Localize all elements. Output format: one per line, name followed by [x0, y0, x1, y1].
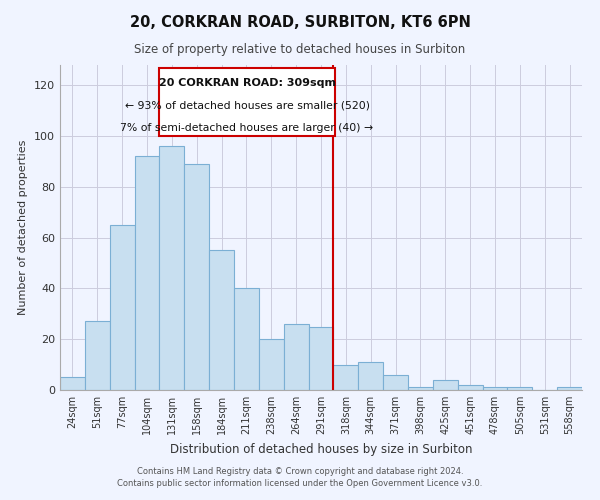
Bar: [184, 164, 209, 390]
Bar: [234, 288, 259, 390]
Bar: [383, 375, 408, 390]
Bar: [408, 388, 433, 390]
Text: Contains HM Land Registry data © Crown copyright and database right 2024.
Contai: Contains HM Land Registry data © Crown c…: [118, 466, 482, 487]
Bar: [358, 362, 383, 390]
Text: Size of property relative to detached houses in Surbiton: Size of property relative to detached ho…: [134, 42, 466, 56]
Bar: [557, 388, 582, 390]
Bar: [134, 156, 160, 390]
Y-axis label: Number of detached properties: Number of detached properties: [19, 140, 28, 315]
Bar: [508, 388, 532, 390]
Bar: [209, 250, 234, 390]
Bar: [85, 322, 110, 390]
Bar: [259, 339, 284, 390]
FancyBboxPatch shape: [160, 68, 335, 136]
Bar: [482, 388, 508, 390]
Text: 20, CORKRAN ROAD, SURBITON, KT6 6PN: 20, CORKRAN ROAD, SURBITON, KT6 6PN: [130, 15, 470, 30]
Bar: [433, 380, 458, 390]
Bar: [458, 385, 482, 390]
Bar: [60, 378, 85, 390]
Bar: [334, 364, 358, 390]
Bar: [308, 326, 334, 390]
Text: 20 CORKRAN ROAD: 309sqm: 20 CORKRAN ROAD: 309sqm: [158, 78, 335, 88]
Bar: [160, 146, 184, 390]
Bar: [284, 324, 308, 390]
X-axis label: Distribution of detached houses by size in Surbiton: Distribution of detached houses by size …: [170, 442, 472, 456]
Bar: [110, 225, 134, 390]
Text: ← 93% of detached houses are smaller (520): ← 93% of detached houses are smaller (52…: [125, 100, 370, 110]
Text: 7% of semi-detached houses are larger (40) →: 7% of semi-detached houses are larger (4…: [121, 124, 374, 134]
